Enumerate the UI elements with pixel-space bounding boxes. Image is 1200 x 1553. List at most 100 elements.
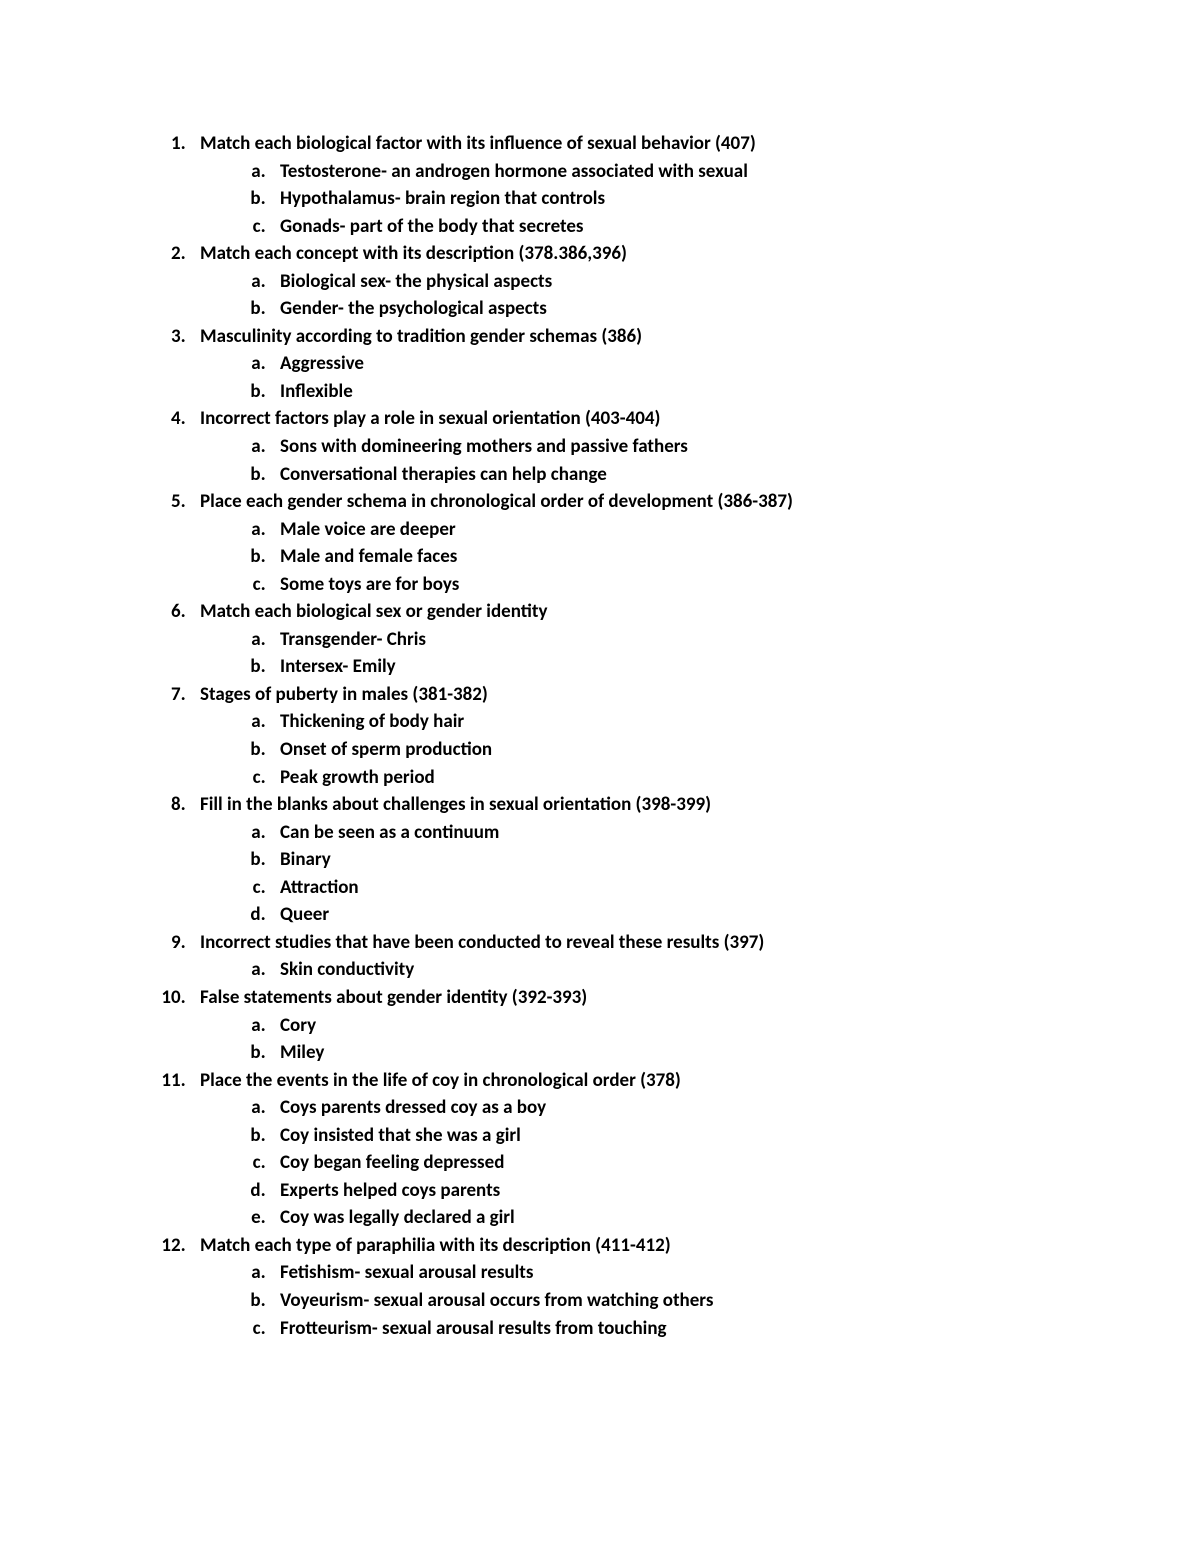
answer-item: Inflexible [270, 378, 1080, 406]
question-text: Incorrect studies that have been conduct… [200, 931, 764, 954]
answer-text: Some toys are for boys [280, 573, 459, 596]
question-item: Stages of puberty in males (381-382)Thic… [190, 681, 1080, 791]
answer-list: Testosterone- an androgen hormone associ… [200, 158, 1080, 241]
answer-item: Queer [270, 901, 1080, 929]
answer-text: Coy began feeling depressed [280, 1151, 504, 1174]
answer-item: Aggressive [270, 350, 1080, 378]
answer-item: Coy began feeling depressed [270, 1149, 1080, 1177]
answer-item: Thickening of body hair [270, 708, 1080, 736]
answer-item: Voyeurism- sexual arousal occurs from wa… [270, 1287, 1080, 1315]
answer-item: Some toys are for boys [270, 571, 1080, 599]
answer-list: Transgender- Chris Intersex- Emily [200, 626, 1080, 681]
answer-list: Male voice are deeper Male and female fac… [200, 516, 1080, 599]
answer-list: Can be seen as a continuum Binary Attracti… [200, 819, 1080, 929]
answer-text: Cory [280, 1014, 316, 1037]
answer-item: Miley [270, 1039, 1080, 1067]
answer-text: Frotteurism- sexual arousal results from… [280, 1317, 667, 1340]
question-text: Match each type of paraphilia with its d… [200, 1234, 671, 1257]
answer-text: Coy insisted that she was a girl [280, 1124, 521, 1147]
question-item: Masculinity according to tradition gende… [190, 323, 1080, 406]
answer-item: Intersex- Emily [270, 653, 1080, 681]
answer-text: Onset of sperm production [280, 738, 492, 761]
answer-text: Male and female faces [280, 545, 457, 568]
answer-text: Coy was legally declared a girl [280, 1206, 515, 1229]
answer-text: Binary [280, 848, 331, 871]
answer-list: Thickening of body hair Onset of sperm pr… [200, 708, 1080, 791]
answer-text: Biological sex- the physical aspects [280, 270, 552, 293]
answer-text: Inflexible [280, 380, 353, 403]
question-item: False statements about gender identity (… [190, 984, 1080, 1067]
answer-list: Cory Miley [200, 1012, 1080, 1067]
answer-item: Experts helped coys parents [270, 1177, 1080, 1205]
question-item: Match each type of paraphilia with its d… [190, 1232, 1080, 1342]
answer-text: Gender- the psychological aspects [280, 297, 547, 320]
answer-text: Miley [280, 1041, 324, 1064]
answer-text: Thickening of body hair [280, 710, 464, 733]
question-text: Match each biological sex or gender iden… [200, 600, 547, 623]
question-item: Fill in the blanks about challenges in s… [190, 791, 1080, 929]
answer-text: Transgender- Chris [280, 628, 426, 651]
question-text: Place the events in the life of coy in c… [200, 1069, 681, 1092]
answer-item: Coys parents dressed coy as a boy [270, 1094, 1080, 1122]
answer-text: Male voice are deeper [280, 518, 456, 541]
answer-list: Coys parents dressed coy as a boy Coy ins… [200, 1094, 1080, 1232]
question-item: Match each biological sex or gender iden… [190, 598, 1080, 681]
answer-text: Testosterone- an androgen hormone associ… [280, 160, 748, 183]
answer-item: Transgender- Chris [270, 626, 1080, 654]
answer-list: Biological sex- the physical aspects Gend… [200, 268, 1080, 323]
answer-text: Hypothalamus- brain region that controls [280, 187, 605, 210]
answer-item: Frotteurism- sexual arousal results from… [270, 1315, 1080, 1343]
answer-item: Male voice are deeper [270, 516, 1080, 544]
answer-text: Sons with domineering mothers and passiv… [280, 435, 688, 458]
answer-list: Sons with domineering mothers and passiv… [200, 433, 1080, 488]
answer-item: Biological sex- the physical aspects [270, 268, 1080, 296]
answer-text: Intersex- Emily [280, 655, 396, 678]
question-text: Masculinity according to tradition gende… [200, 325, 642, 348]
answer-list: Fetishism- sexual arousal results Voyeuri… [200, 1259, 1080, 1342]
answer-item: Coy insisted that she was a girl [270, 1122, 1080, 1150]
answer-item: Gender- the psychological aspects [270, 295, 1080, 323]
question-text: Match each biological factor with its in… [200, 132, 756, 155]
answer-list: Skin conductivity [200, 956, 1080, 984]
answer-item: Gonads- part of the body that secretes [270, 213, 1080, 241]
question-text: Match each concept with its description … [200, 242, 627, 265]
answer-text: Aggressive [280, 352, 364, 375]
question-text: Place each gender schema in chronologica… [200, 490, 793, 513]
question-list: Match each biological factor with its in… [150, 130, 1080, 1342]
question-item: Match each concept with its description … [190, 240, 1080, 323]
answer-item: Male and female faces [270, 543, 1080, 571]
answer-item: Binary [270, 846, 1080, 874]
answer-item: Cory [270, 1012, 1080, 1040]
answer-item: Can be seen as a continuum [270, 819, 1080, 847]
answer-text: Peak growth period [280, 766, 435, 789]
answer-item: Testosterone- an androgen hormone associ… [270, 158, 1080, 186]
question-text: Stages of puberty in males (381-382) [200, 683, 488, 706]
answer-item: Coy was legally declared a girl [270, 1204, 1080, 1232]
question-text: Incorrect factors play a role in sexual … [200, 407, 660, 430]
answer-text: Coys parents dressed coy as a boy [280, 1096, 546, 1119]
answer-item: Conversational therapies can help change [270, 461, 1080, 489]
answer-text: Attraction [280, 876, 359, 899]
answer-item: Attraction [270, 874, 1080, 902]
question-text: Fill in the blanks about challenges in s… [200, 793, 711, 816]
answer-item: Peak growth period [270, 764, 1080, 792]
answer-text: Fetishism- sexual arousal results [280, 1261, 533, 1284]
answer-item: Hypothalamus- brain region that controls [270, 185, 1080, 213]
answer-text: Experts helped coys parents [280, 1179, 500, 1202]
question-item: Match each biological factor with its in… [190, 130, 1080, 240]
answer-text: Voyeurism- sexual arousal occurs from wa… [280, 1289, 713, 1312]
answer-text: Skin conductivity [280, 958, 414, 981]
answer-item: Fetishism- sexual arousal results [270, 1259, 1080, 1287]
answer-text: Queer [280, 903, 329, 926]
question-text: False statements about gender identity (… [200, 986, 587, 1009]
answer-item: Sons with domineering mothers and passiv… [270, 433, 1080, 461]
question-item: Incorrect factors play a role in sexual … [190, 405, 1080, 488]
document-page: Match each biological factor with its in… [0, 0, 1200, 1553]
answer-text: Can be seen as a continuum [280, 821, 499, 844]
answer-item: Skin conductivity [270, 956, 1080, 984]
answer-text: Gonads- part of the body that secretes [280, 215, 584, 238]
question-item: Incorrect studies that have been conduct… [190, 929, 1080, 984]
question-item: Place the events in the life of coy in c… [190, 1067, 1080, 1232]
answer-text: Conversational therapies can help change [280, 463, 607, 486]
question-item: Place each gender schema in chronologica… [190, 488, 1080, 598]
